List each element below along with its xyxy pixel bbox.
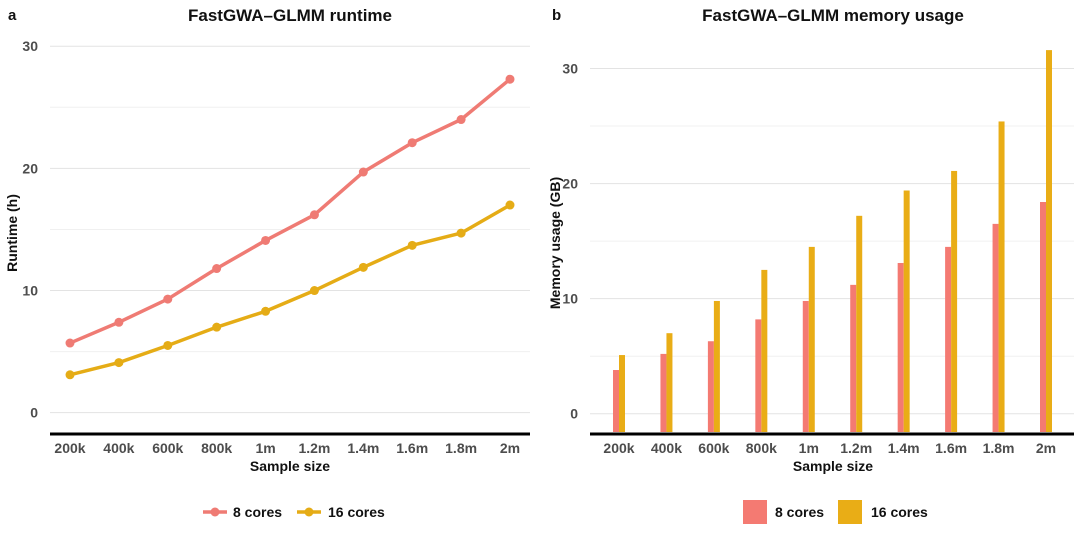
bar-16-cores <box>808 246 815 432</box>
bar-16-cores <box>1046 50 1052 433</box>
b-x-tick-label: 400k <box>651 440 682 456</box>
panel-b-memory-chart: b FastGWA–GLMM memory usage 0 10 20 30 200k… <box>547 6 1074 524</box>
series-line-8-cores <box>68 77 512 345</box>
panel-a-x-axis-title: Sample size <box>250 458 330 474</box>
data-point <box>261 235 271 245</box>
a-y-tick-label: 10 <box>22 283 38 299</box>
a-x-tick-label: 1m <box>255 440 275 456</box>
panel-a-y-axis-title: Runtime (h) <box>4 194 20 272</box>
bar-16-cores <box>713 300 720 432</box>
data-point <box>358 262 368 272</box>
data-point <box>505 74 515 84</box>
panel-b-x-ticks: 200k 400k 600k 800k 1m 1.2m 1.4m 1.6m 1.8m 2m <box>603 440 1056 456</box>
b-x-tick-label: 600k <box>698 440 729 456</box>
bar-16-cores <box>998 121 1005 432</box>
bar-8-cores <box>992 223 999 432</box>
data-point <box>407 138 417 148</box>
data-point <box>309 286 319 296</box>
a-x-tick-label: 200k <box>54 440 85 456</box>
a-y-tick-label: 0 <box>30 405 38 421</box>
b-x-tick-label: 1.2m <box>840 440 872 456</box>
b-x-tick-label: 1.8m <box>983 440 1015 456</box>
data-point <box>212 322 222 332</box>
b-y-tick-label: 20 <box>562 176 578 192</box>
bar-8-cores <box>755 319 762 432</box>
bar-16-cores <box>951 170 958 433</box>
series-line-16-cores <box>68 203 512 377</box>
panel-b-letter: b <box>552 7 561 24</box>
bar-8-cores <box>660 353 667 432</box>
legend-label: 8 cores <box>233 504 282 520</box>
bar-16-cores <box>856 215 863 432</box>
data-point <box>65 338 75 348</box>
panel-a-runtime-chart: a FastGWA–GLMM runtime 0 10 20 30 200k 400k 6… <box>4 6 530 520</box>
a-x-tick-label: 1.2m <box>298 440 330 456</box>
bar-8-cores <box>897 262 904 432</box>
panel-b-bars <box>613 50 1052 433</box>
panel-b-y-ticks: 0 10 20 30 <box>562 61 578 422</box>
data-point <box>65 370 75 380</box>
a-y-tick-label: 30 <box>22 38 38 54</box>
data-point <box>456 115 466 125</box>
legend-label: 16 cores <box>328 504 385 520</box>
bar-8-cores <box>945 246 952 432</box>
data-point <box>163 340 173 350</box>
b-x-tick-label: 200k <box>603 440 634 456</box>
panel-a-grid <box>50 45 530 414</box>
b-x-tick-label: 800k <box>746 440 777 456</box>
a-x-tick-label: 400k <box>103 440 134 456</box>
panel-a-series <box>65 74 515 380</box>
legend-key-swatch <box>838 500 862 524</box>
a-y-tick-label: 20 <box>22 160 38 176</box>
legend-label: 16 cores <box>871 504 928 520</box>
data-point <box>212 264 222 274</box>
bar-8-cores <box>707 341 714 432</box>
a-x-tick-label: 2m <box>500 440 520 456</box>
legend-label: 8 cores <box>775 504 824 520</box>
data-point <box>407 240 417 250</box>
data-point <box>114 358 124 368</box>
bar-8-cores <box>802 300 809 432</box>
panel-b-y-axis-title: Memory usage (GB) <box>547 177 563 309</box>
b-x-tick-label: 1m <box>799 440 819 456</box>
data-point <box>163 294 173 304</box>
panel-a-letter: a <box>8 7 17 24</box>
data-point <box>456 228 466 238</box>
bar-8-cores <box>613 370 619 432</box>
panel-a-title: FastGWA–GLMM runtime <box>188 6 392 25</box>
panel-b-title: FastGWA–GLMM memory usage <box>702 6 964 25</box>
b-y-tick-label: 0 <box>570 406 578 422</box>
panel-a-y-ticks: 0 10 20 30 <box>22 38 38 420</box>
legend-key-swatch <box>743 500 767 524</box>
a-x-tick-label: 800k <box>201 440 232 456</box>
a-x-tick-label: 1.4m <box>347 440 379 456</box>
legend-key-point <box>304 507 314 517</box>
data-point <box>505 200 515 210</box>
a-x-tick-label: 600k <box>152 440 183 456</box>
panel-b-x-axis-title: Sample size <box>793 458 873 474</box>
bar-16-cores <box>761 269 768 432</box>
data-point <box>114 317 124 327</box>
data-point <box>358 167 368 177</box>
bar-8-cores <box>1040 202 1046 432</box>
b-x-tick-label: 2m <box>1036 440 1056 456</box>
b-y-tick-label: 10 <box>562 291 578 307</box>
b-y-tick-label: 30 <box>562 61 578 77</box>
bar-16-cores <box>666 333 673 432</box>
bar-16-cores <box>903 190 910 432</box>
b-x-tick-label: 1.6m <box>935 440 967 456</box>
data-point <box>309 210 319 220</box>
panel-b-legend: 8 cores 16 cores <box>743 500 928 524</box>
bar-8-cores <box>850 284 857 432</box>
b-x-tick-label: 1.4m <box>888 440 920 456</box>
data-point <box>261 306 271 316</box>
bar-16-cores <box>619 355 625 432</box>
a-x-tick-label: 1.6m <box>396 440 428 456</box>
panel-a-legend: 8 cores 16 cores <box>203 504 385 520</box>
a-x-tick-label: 1.8m <box>445 440 477 456</box>
panel-a-x-ticks: 200k 400k 600k 800k 1m 1.2m 1.4m 1.6m 1.8m 2m <box>54 440 520 456</box>
legend-key-point <box>210 507 220 517</box>
